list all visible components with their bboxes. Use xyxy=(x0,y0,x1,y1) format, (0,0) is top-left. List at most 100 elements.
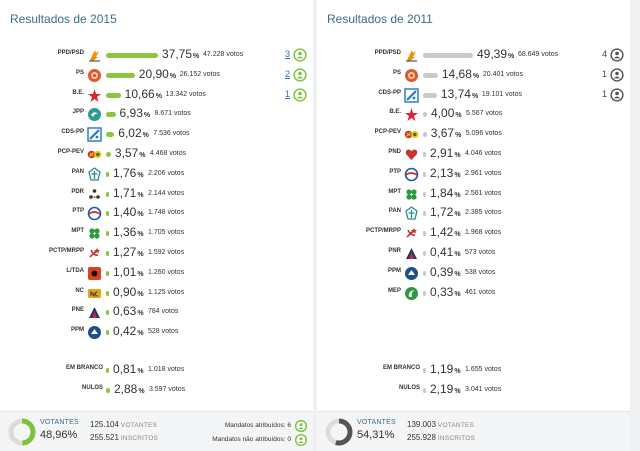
vote-share-bar xyxy=(423,191,426,197)
vote-percent: 2,13% xyxy=(430,166,461,180)
seat-person-icon xyxy=(610,87,624,102)
seats-won[interactable]: 1 xyxy=(277,87,307,103)
seat-person-icon xyxy=(293,48,307,62)
percent-value: 2,19 xyxy=(430,381,454,396)
party-name: PCTP/MRPP xyxy=(365,228,401,235)
vote-percent: 49,39% xyxy=(477,47,514,61)
seats-won[interactable]: 2 xyxy=(277,68,307,83)
party-name: MPT xyxy=(71,228,84,235)
turnout-donut xyxy=(8,418,36,446)
jpp-logo-icon xyxy=(87,107,102,122)
inscritos-count: 255.928 INSCRITOS xyxy=(407,433,475,442)
percent-sign: % xyxy=(454,171,461,179)
party-name: L/TDA xyxy=(66,267,84,274)
extra-row: EM BRANCO 0,81% 1.018 votos xyxy=(0,362,313,380)
vote-share-bar xyxy=(106,387,110,393)
percent-value: 0,39 xyxy=(430,264,454,279)
ppm-logo-icon xyxy=(87,325,102,340)
pan-logo-icon xyxy=(87,166,102,182)
seat-count[interactable]: 2 xyxy=(284,68,290,79)
pcp-pev-logo-icon xyxy=(404,127,419,142)
party-name: PTP xyxy=(72,208,84,215)
percent-sign: % xyxy=(454,211,461,219)
vote-percent: 1,76% xyxy=(113,166,144,180)
vote-share-bar xyxy=(106,191,109,197)
percent-sign: % xyxy=(137,270,144,278)
vote-percent: 6,93% xyxy=(120,106,151,120)
mpt-logo-icon xyxy=(87,226,102,241)
turnout-percent: 48,96% xyxy=(40,429,78,441)
vote-count: 1.125 votos xyxy=(148,288,185,296)
ptp-logo-icon xyxy=(87,206,102,221)
percent-sign: % xyxy=(137,330,144,338)
turnout-footer: VOTANTES 54,31% 139.003 VOTANTES 255.928 I… xyxy=(317,411,630,451)
vote-count: 2.561 votos xyxy=(465,189,502,197)
vote-count: 784 votos xyxy=(148,308,179,316)
party-name: PCP-PEV xyxy=(374,129,401,136)
percent-sign: % xyxy=(137,171,144,179)
ps-logo-icon xyxy=(404,68,419,83)
percent-sign: % xyxy=(454,191,461,199)
percent-sign: % xyxy=(454,368,461,375)
percent-sign: % xyxy=(139,152,146,159)
vote-share-bar xyxy=(423,152,426,157)
party-name: NULOS xyxy=(82,384,103,391)
percent-value: 13,74 xyxy=(440,86,471,101)
party-row: PTP 1,40% 1.748 votos xyxy=(0,205,313,223)
seat-person-icon xyxy=(293,68,307,82)
vote-share-bar xyxy=(423,251,426,256)
percent-sign: % xyxy=(472,72,480,80)
party-row: CDS-PP 13,74% 19.101 votos 1 xyxy=(317,87,630,105)
vote-count: 3.597 votos xyxy=(148,385,186,393)
party-row: PAN 1,76% 2.206 votos xyxy=(0,166,313,184)
seat-count[interactable]: 1 xyxy=(284,88,290,99)
party-name: PDR xyxy=(71,188,84,195)
turnout-percent: 54,31% xyxy=(357,429,395,441)
vote-count: 2.144 votos xyxy=(148,189,185,197)
vote-count: 1.705 votos xyxy=(148,229,185,237)
mrpp-logo-icon xyxy=(404,226,419,241)
vote-share-bar xyxy=(106,112,116,118)
pdr-logo-icon xyxy=(87,187,102,202)
inscritos-count: 255.521 INSCRITOS xyxy=(90,433,158,442)
party-name: PAN xyxy=(71,168,84,175)
seat-count[interactable]: 3 xyxy=(284,49,290,59)
vote-count: 1.748 votos xyxy=(148,209,185,217)
cds-logo-icon xyxy=(404,87,419,103)
vote-count: 20.401 votos xyxy=(482,70,523,78)
vote-count: 2.385 votos xyxy=(465,209,502,217)
percent-value: 0,81 xyxy=(113,362,137,376)
seat-green-icon xyxy=(295,420,307,432)
percent-value: 1,40 xyxy=(113,205,137,220)
party-row: B.E. 10,66% 13.342 votos 1 xyxy=(0,87,313,105)
pcp-pev-logo-icon xyxy=(87,147,102,162)
party-name: PAN xyxy=(388,208,401,215)
percent-value: 0,90 xyxy=(113,284,137,299)
extra-row: EM BRANCO 1,19% 1.655 votos xyxy=(317,362,630,380)
ps-logo-icon xyxy=(87,68,102,83)
party-row: PPD/PSD 49,39% 68.649 votos 4 xyxy=(317,47,630,65)
percent-value: 1,71 xyxy=(113,185,137,200)
results-2011-panel: Resultados de 2011 PPD/PSD 49,39% 68.649 v… xyxy=(317,0,630,451)
percent-value: 49,39 xyxy=(477,47,508,61)
vote-share-bar xyxy=(106,290,109,296)
seat-person-icon xyxy=(610,68,624,82)
party-row: MEP 0,33% 461 votos xyxy=(317,285,630,303)
seats-won[interactable]: 3 xyxy=(277,48,307,63)
pnd-logo-icon xyxy=(404,147,419,162)
party-row: PPM 0,39% 538 votos xyxy=(317,265,630,283)
party-name: PPD/PSD xyxy=(57,50,84,56)
percent-value: 20,90 xyxy=(138,66,169,81)
percent-sign: % xyxy=(454,152,461,159)
percent-value: 6,02 xyxy=(118,126,142,141)
vote-count: 2.206 votos xyxy=(148,169,185,177)
party-row: CDS-PP 6,02% 7.536 votos xyxy=(0,126,313,144)
vote-count: 1.018 votos xyxy=(148,366,185,373)
psd-logo-icon xyxy=(87,48,102,63)
vote-share-bar xyxy=(423,171,426,177)
percent-sign: % xyxy=(454,270,461,278)
vote-count: 68.649 votos xyxy=(518,51,559,58)
party-name: MPT xyxy=(388,188,401,195)
percent-sign: % xyxy=(454,387,461,395)
percent-value: 37,75 xyxy=(162,47,193,61)
